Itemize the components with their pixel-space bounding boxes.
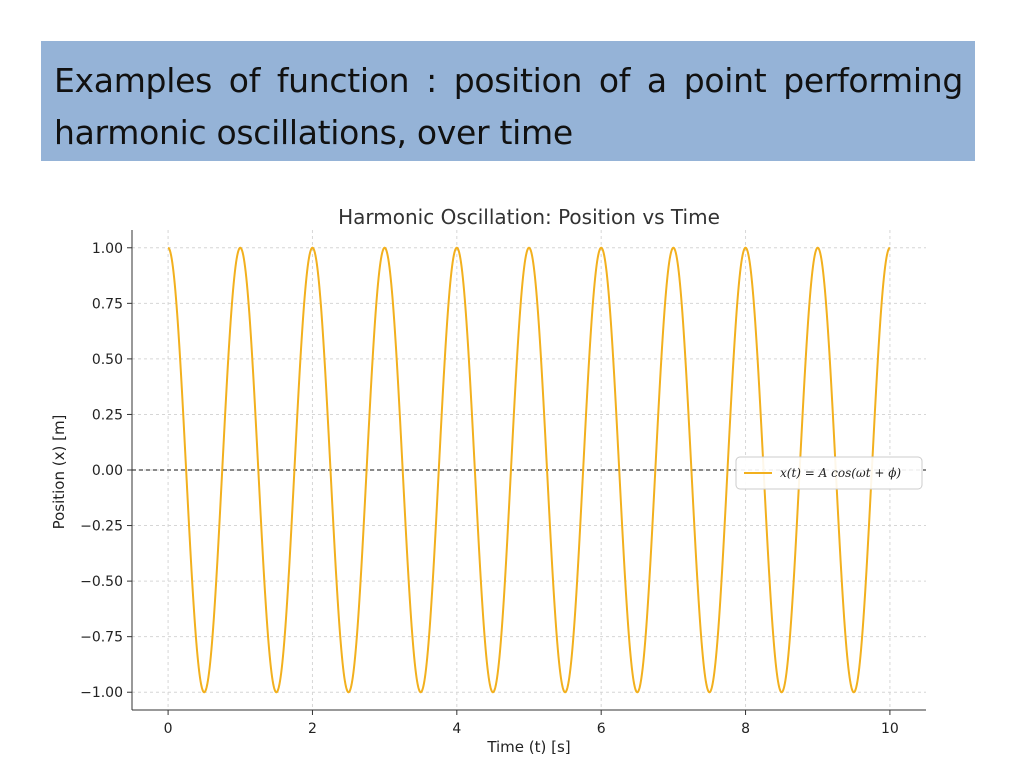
oscillation-chart: Harmonic Oscillation: Position vs Time 0…: [50, 205, 926, 756]
series-line: [167, 246, 891, 694]
y-tick-label: 0.50: [92, 352, 123, 368]
slide-title: Examples of function : position of a poi…: [54, 61, 963, 152]
slide-header: Examples of function : position of a poi…: [41, 41, 975, 161]
legend-box: [735, 456, 923, 490]
x-tick-label: 0: [164, 721, 173, 737]
y-ticks: 1.00 0.75 0.50 0.25 0.00 −0.25 −0.50 −0.75 −1.00: [80, 241, 132, 701]
y-tick-label: 1.00: [92, 241, 123, 257]
y-tick-label: −0.75: [80, 630, 123, 646]
x-tick-label: 4: [452, 721, 461, 737]
x-tick-label: 2: [308, 721, 317, 737]
chart-container: Harmonic Oscillation: Position vs Time 0…: [0, 190, 1024, 767]
x-axis-label: Time (t) [s]: [486, 738, 570, 756]
y-tick-label: 0.00: [92, 463, 123, 479]
chart-title: Harmonic Oscillation: Position vs Time: [338, 205, 720, 229]
x-ticks: 0 2 4 6 8 10: [164, 710, 899, 737]
y-tick-label: 0.75: [92, 296, 123, 312]
chart-legend: x(t) = A cos(ωt + ϕ): [735, 456, 923, 490]
x-tick-label: 10: [881, 721, 899, 737]
x-tick-label: 8: [741, 721, 750, 737]
y-tick-label: −0.50: [80, 574, 123, 590]
x-tick-label: 6: [597, 721, 606, 737]
legend-label: x(t) = A cos(ωt + ϕ): [780, 466, 901, 480]
y-axis-label: Position (x) [m]: [50, 415, 68, 530]
y-tick-label: −0.25: [80, 519, 123, 535]
y-tick-label: −1.00: [80, 685, 123, 701]
series-layer: [167, 246, 891, 694]
y-tick-label: 0.25: [92, 407, 123, 423]
